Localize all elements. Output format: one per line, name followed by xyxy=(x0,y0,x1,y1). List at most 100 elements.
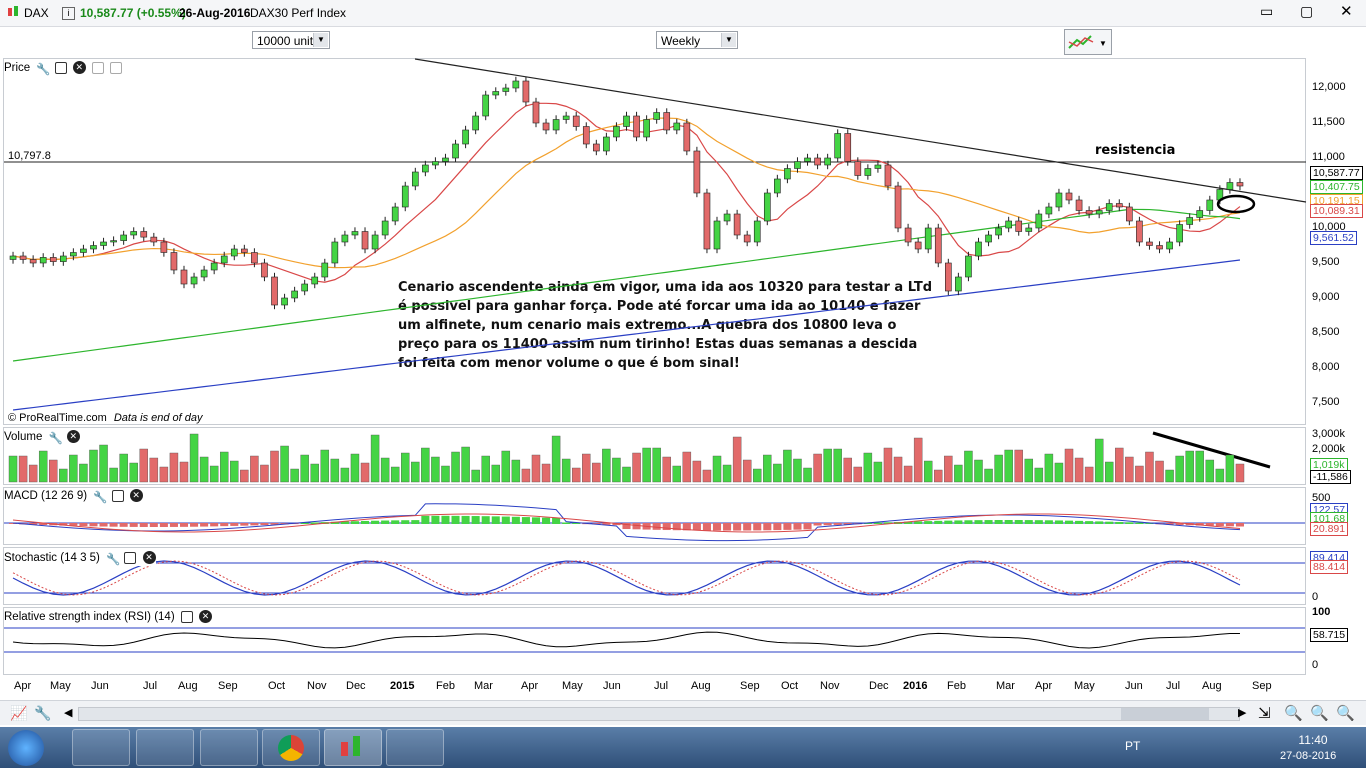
x-axis-label: Aug xyxy=(178,680,198,692)
close-icon[interactable]: ✕ xyxy=(66,430,80,444)
minimize-icon[interactable]: ▭ xyxy=(1260,3,1274,19)
scroll-right-icon[interactable]: ▶ xyxy=(1238,707,1247,719)
chevron-down-icon[interactable]: ▼ xyxy=(721,33,736,47)
chrome-app[interactable] xyxy=(262,729,320,766)
zoom-fit-icon[interactable]: 🔍 xyxy=(1284,705,1303,722)
volume-bar xyxy=(451,451,460,483)
close-window-icon[interactable]: ✕ xyxy=(1340,3,1353,20)
moving-average-line xyxy=(12,208,1241,362)
x-axis-label: Nov xyxy=(307,680,327,692)
maximize-icon[interactable]: ▢ xyxy=(1300,3,1314,19)
media-player-app[interactable] xyxy=(72,729,130,766)
period-select-value: Weekly xyxy=(661,34,701,48)
candle-body xyxy=(210,262,218,271)
wrench-icon[interactable]: 🔧 xyxy=(48,432,63,445)
scrollbar-thumb[interactable] xyxy=(1121,708,1209,720)
volume-bar xyxy=(1064,448,1074,483)
close-icon[interactable]: ✕ xyxy=(199,610,213,624)
units-select[interactable]: 10000 units ▼ xyxy=(252,31,330,49)
start-button[interactable] xyxy=(8,730,44,766)
window-icon[interactable] xyxy=(180,610,193,623)
close-icon[interactable]: ✕ xyxy=(72,61,86,75)
rsi-ytick: 0 xyxy=(1312,659,1319,671)
window-icon[interactable] xyxy=(54,61,67,74)
candle xyxy=(1065,188,1073,205)
clock-date[interactable]: 27-08-2016 xyxy=(1280,750,1337,762)
candle xyxy=(301,279,308,296)
macd-histogram-bar xyxy=(360,520,370,524)
auto-scale-icon[interactable]: ⇲ xyxy=(1258,705,1271,722)
window-icon[interactable] xyxy=(111,489,124,502)
volume-bar xyxy=(712,455,722,483)
candle xyxy=(743,230,751,247)
x-axis-label: Mar xyxy=(996,680,1015,692)
paint-app[interactable] xyxy=(386,729,444,766)
zoom-in-icon[interactable]: 🔍 xyxy=(1336,705,1355,722)
close-icon[interactable]: ✕ xyxy=(129,489,143,503)
indicator-add-icon[interactable]: 📈 xyxy=(10,705,28,721)
prorealtime-app[interactable] xyxy=(324,729,382,766)
drawing-tools-icon[interactable]: 🔧 xyxy=(34,705,52,721)
volume-bar xyxy=(209,465,219,483)
macd-histogram-bar xyxy=(1034,520,1043,524)
x-axis-label: Apr xyxy=(1035,680,1053,692)
window-icon[interactable] xyxy=(124,551,137,564)
candle-body xyxy=(542,122,550,131)
horizontal-scrollbar[interactable] xyxy=(78,707,1240,721)
x-axis-label: Jul xyxy=(654,680,669,692)
scroll-left-icon[interactable]: ◀ xyxy=(64,707,73,719)
macd-histogram-bar xyxy=(300,522,309,524)
chevron-down-icon[interactable]: ▼ xyxy=(313,33,328,47)
macd-histogram-bar xyxy=(421,515,430,524)
candle xyxy=(1146,237,1153,250)
candle-body xyxy=(311,276,319,285)
macd-histogram-bar xyxy=(1054,520,1063,524)
macd-histogram-bar xyxy=(773,523,782,531)
macd-histogram-bar xyxy=(481,516,490,524)
period-select[interactable]: Weekly ▼ xyxy=(656,31,738,49)
units-select-value: 10000 units xyxy=(257,34,320,48)
chrome-icon xyxy=(278,735,304,761)
explorer-app[interactable] xyxy=(136,729,194,766)
candle xyxy=(9,251,17,264)
zoom-out-icon[interactable]: 🔍 xyxy=(1310,705,1329,722)
candle-body xyxy=(371,234,379,250)
candle xyxy=(220,251,228,268)
wrench-icon[interactable]: 🔧 xyxy=(36,63,51,76)
candle xyxy=(874,160,882,173)
volume-bar xyxy=(1225,454,1235,483)
undock-icon[interactable] xyxy=(92,61,105,74)
volume-bar xyxy=(813,453,822,483)
candle-body xyxy=(432,161,439,166)
wrench-icon[interactable]: 🔧 xyxy=(106,553,121,566)
macd-pane-title: MACD (12 26 9) xyxy=(4,490,88,502)
macd-histogram-bar xyxy=(552,517,561,524)
indicator-menu-button[interactable]: ▼ xyxy=(1064,29,1112,55)
volume-bar xyxy=(1135,465,1144,483)
volume-bar xyxy=(380,457,390,483)
macd-histogram-bar xyxy=(672,523,681,531)
macd-histogram-bar xyxy=(723,523,732,531)
x-axis-label: Jul xyxy=(1166,680,1181,692)
candle-body xyxy=(1126,206,1133,222)
lock-icon[interactable] xyxy=(110,61,123,74)
candle-body xyxy=(80,248,87,253)
candle-body xyxy=(281,297,288,306)
macd-histogram-bar xyxy=(169,523,178,527)
wrench-icon[interactable]: 🔧 xyxy=(93,491,108,504)
candle xyxy=(965,251,972,282)
candle xyxy=(934,223,942,268)
macd-histogram-bar xyxy=(662,523,671,531)
messenger-app[interactable] xyxy=(200,729,258,766)
candle-body xyxy=(1045,206,1053,215)
macd-histogram-bar xyxy=(521,517,530,524)
volume-bar xyxy=(511,459,521,483)
macd-histogram-bar xyxy=(250,523,259,526)
candle-body xyxy=(301,283,308,292)
volume-bar xyxy=(330,458,340,483)
close-icon[interactable]: ✕ xyxy=(142,551,156,565)
info-icon[interactable]: i xyxy=(62,7,75,20)
language-indicator[interactable]: PT xyxy=(1125,739,1141,753)
clock-time[interactable]: 11:40 xyxy=(1298,733,1328,747)
candle xyxy=(763,188,771,226)
